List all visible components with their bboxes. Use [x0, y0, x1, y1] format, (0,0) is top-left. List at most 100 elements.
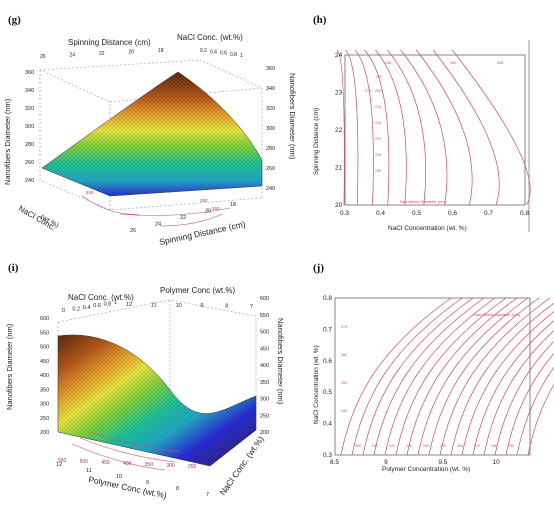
- chart-i-ylabel-top: NaCl Conc. (wt.%): [68, 293, 134, 302]
- chart-j-contour-line-10: [450, 302, 554, 456]
- chart-g-xtick-top-3: 20: [129, 50, 135, 56]
- chart-i-xticks-top: 12 11 10 9 8 7: [126, 302, 253, 310]
- chart-j-xtick-1: 9: [384, 459, 388, 466]
- panel-label-h: (h): [313, 14, 327, 26]
- chart-i-floor-label-1: 500: [80, 459, 89, 465]
- chart-i-zlabel-right: Nanofibers Diameter (nm): [276, 318, 285, 405]
- chart-i-ytick-top-3: 0.6: [93, 303, 101, 309]
- chart-g-xtick-top-4: 18: [158, 48, 164, 54]
- chart-g-xtick-top-2: 22: [99, 51, 105, 57]
- chart-j-xticks: 8.5 9 9.5 10: [330, 459, 500, 466]
- chart-j-contour-line-16: [516, 366, 554, 456]
- chart-g-ztick-left-4: 320: [25, 106, 34, 112]
- chart-i-xtick-bottom-5: 7: [206, 492, 209, 498]
- chart-h-xtick-0: 0.3: [340, 210, 349, 217]
- panel-label-i: (i): [8, 262, 19, 274]
- chart-g-ztick-left-2: 280: [25, 142, 34, 148]
- chart-h-contour-label-6: 230: [375, 169, 381, 173]
- chart-i-yticks-top: 0 0.2 0.4 0.6 0.8 1: [62, 300, 117, 314]
- chart-h-xticks: 0.3 0.4 0.5 0.6 0.7 0.8: [340, 210, 529, 217]
- chart-j-ytick-2: 0.5: [323, 389, 332, 396]
- chart-g-box: [39, 59, 263, 211]
- chart-g-xtick-bottom-1: 24: [155, 222, 161, 228]
- chart-j-xlabel: Polymer Concentration (wt. %): [382, 466, 470, 473]
- chart-i-ztick-right-7: 550: [260, 313, 269, 319]
- chart-h-contour-label-10: 270: [365, 89, 371, 93]
- chart-h-ytick-2: 22: [335, 127, 343, 134]
- chart-j-yticks: 0.3 0.4 0.5 0.6 0.7 0.8: [323, 295, 332, 459]
- chart-i-xtick-top-1: 11: [151, 302, 157, 308]
- chart-g-xticks-top: 26 24 22 20 18: [40, 48, 164, 60]
- chart-g-ytick-top-3: 0.8: [230, 52, 237, 58]
- chart-i-floor-label-4: 350: [145, 462, 154, 468]
- chart-i-xlabel-top: Polymer Conc (wt.%): [160, 286, 235, 295]
- chart-j-contour-label-3: 230: [406, 444, 412, 448]
- chart-h-contour-label-4: 220: [375, 137, 381, 141]
- chart-h-xlabel: NaCl Concentration (wt. %): [388, 225, 467, 232]
- chart-g-floor-label-240: 240: [86, 190, 94, 195]
- chart-g-ytick-top-2: 0.6: [220, 51, 227, 57]
- chart-g-xtick-bottom-4: 18: [230, 202, 236, 208]
- chart-h-plot-area: [344, 54, 526, 206]
- chart-i-ztick-right-8: 600: [260, 296, 269, 302]
- chart-i-xticks-bottom: 12 11 10 9 8 7: [56, 462, 209, 498]
- chart-h-contour-line-0: [336, 49, 345, 206]
- chart-i-floor-label-3: 400: [123, 461, 132, 467]
- chart-i-xlabel-bottom: Polymer Conc (wt.%): [88, 474, 168, 500]
- chart-h-ytick-3: 23: [335, 90, 343, 97]
- chart-i-zticks-left: 200 250 300 350 400 450 500 550 600: [40, 316, 49, 436]
- chart-g-zticks-right: 240 260 280 300 320 340 360: [266, 66, 275, 192]
- chart-j-contour-line-7: [417, 297, 529, 456]
- chart-h-legend: Nanofibers Diameter (nm): [400, 199, 447, 204]
- chart-i-ztick-left-1: 250: [40, 416, 49, 422]
- chart-j-contour-label-4: 240: [423, 444, 429, 448]
- chart-j-ytick-4: 0.7: [323, 326, 332, 333]
- chart-h-ylabel: Spinning Distance (cm): [313, 108, 320, 175]
- chart-j-contour-line-1: [351, 297, 463, 456]
- chart-j-contour-line-12: [472, 320, 554, 456]
- chart-h-contour-line-1: [345, 49, 359, 206]
- chart-i-xtick-bottom-4: 8: [176, 486, 179, 492]
- chart-i-ztick-left-6: 500: [40, 345, 49, 351]
- chart-j-contour-label-1: 210: [372, 444, 378, 448]
- chart-j-contour-label-left-0: 240: [341, 409, 347, 413]
- chart-i-floor-label-6: 250: [188, 464, 197, 470]
- chart-g-xtick-top-1: 24: [70, 53, 76, 59]
- chart-i-ztick-right-3: 350: [260, 380, 269, 386]
- chart-j-contour-label-0: 200: [355, 444, 361, 448]
- chart-i: 550 500 450 400 350 300 250 NaCl Conc. (wt.%) …: [5, 286, 285, 501]
- chart-i-xtick-bottom-1: 11: [86, 468, 92, 474]
- chart-i-ytick-top-5: 1: [114, 300, 117, 306]
- chart-h-contour-label-2: 210: [375, 105, 381, 109]
- chart-g-ytick-top-4: 1: [240, 53, 243, 59]
- chart-g-floor-label-280: 280: [200, 198, 208, 203]
- chart-j-contour-label-9: 290: [508, 444, 514, 448]
- chart-h-contour-line-6: [400, 49, 448, 206]
- chart-i-zticks-right: 200 250 300 350 400 450 500 550 600: [260, 296, 269, 436]
- chart-g-yticks-top: 0.2 0.4 0.6 0.8 1: [200, 48, 243, 59]
- chart-g-ztick-right-5: 340: [266, 86, 275, 92]
- chart-g-ztick-right-0: 240: [266, 186, 275, 192]
- chart-h-xtick-1: 0.4: [376, 210, 385, 217]
- chart-j-xtick-3: 10: [493, 459, 501, 466]
- chart-h-xtick-4: 0.7: [484, 210, 493, 217]
- chart-h-contour-labels: 200 205 210 215 220 225 230 245 260 265 270: [365, 61, 503, 173]
- chart-j-ytick-1: 0.4: [323, 421, 332, 428]
- chart-i-ytick-top-2: 0.4: [83, 305, 91, 311]
- chart-g-ztick-right-4: 320: [266, 106, 275, 112]
- chart-h-contour-line-9: [451, 49, 531, 206]
- chart-j-contour-line-5: [395, 297, 507, 456]
- chart-h-contour-label-0: 200: [376, 75, 382, 79]
- chart-i-xtick-top-0: 12: [126, 302, 132, 308]
- chart-g-zticks-left: 240 260 280 300 320 340 360: [25, 70, 34, 184]
- chart-i-ztick-right-5: 450: [260, 346, 269, 352]
- chart-j-contour-line-11: [461, 311, 554, 456]
- chart-g-zlabel-right: Nanofibers Diameter (nm): [288, 73, 297, 160]
- chart-h-contour-line-3: [364, 49, 390, 206]
- chart-i-ztick-left-7: 550: [40, 330, 49, 336]
- chart-i-box: [57, 299, 257, 467]
- chart-h-contour-line-8: [432, 49, 500, 206]
- chart-j-contour-line-9: [439, 297, 551, 456]
- chart-g-ztick-right-2: 280: [266, 146, 275, 152]
